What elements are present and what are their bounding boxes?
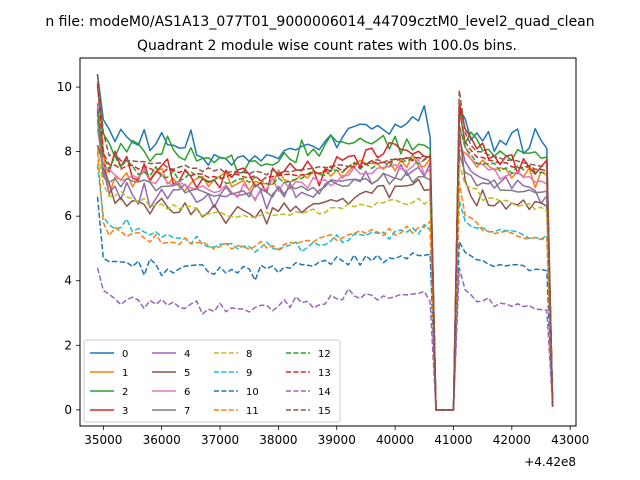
- series-line-8: [96, 148, 554, 411]
- x-axis-offset-label: +4.42e8: [524, 455, 576, 469]
- x-tick-label: 38000: [259, 433, 297, 447]
- y-tick-label: 2: [64, 338, 72, 352]
- legend-label-7: 7: [184, 406, 190, 417]
- legend-label-9: 9: [246, 368, 252, 379]
- x-tick-label: 39000: [318, 433, 356, 447]
- x-tick-label: 43000: [551, 433, 589, 447]
- series-line-14: [96, 267, 554, 411]
- x-tick-label: 42000: [493, 433, 531, 447]
- legend-label-6: 6: [184, 387, 190, 398]
- legend-label-13: 13: [318, 368, 331, 379]
- chart-title: Quadrant 2 module wise count rates with …: [137, 38, 517, 54]
- legend-label-11: 11: [246, 406, 259, 417]
- legend-label-12: 12: [318, 349, 331, 360]
- series-line-11: [96, 151, 554, 411]
- x-tick-label: 37000: [201, 433, 239, 447]
- series-layer: [96, 74, 554, 411]
- legend-label-1: 1: [122, 368, 128, 379]
- legend-box: [83, 339, 341, 423]
- y-tick-label: 4: [64, 274, 72, 288]
- legend-label-8: 8: [246, 349, 252, 360]
- legend-label-2: 2: [122, 387, 128, 398]
- legend-label-4: 4: [184, 349, 190, 360]
- series-line-15: [96, 74, 554, 411]
- y-tick-label: 10: [57, 80, 72, 94]
- y-tick-label: 0: [64, 403, 72, 417]
- series-line-2: [96, 87, 554, 411]
- x-tick-label: 36000: [143, 433, 181, 447]
- legend-label-5: 5: [184, 368, 190, 379]
- series-line-9: [96, 164, 554, 411]
- legend-label-15: 15: [318, 406, 331, 417]
- legend-label-0: 0: [122, 349, 128, 360]
- axes-frame: [79, 57, 577, 427]
- x-tick-label: 35000: [84, 433, 122, 447]
- series-line-0: [96, 74, 554, 411]
- y-tick-label: 6: [64, 209, 72, 223]
- figure-suptitle: n file: modeM0/AS1A13_077T01_9000006014_…: [45, 14, 594, 30]
- legend-label-3: 3: [122, 406, 128, 417]
- x-axis: 35000 36000 37000 38000 39000 40000 41000 42000…: [84, 426, 589, 447]
- x-tick-label: 40000: [376, 433, 414, 447]
- series-line-13: [96, 83, 554, 411]
- series-line-4: [96, 103, 554, 411]
- x-tick-label: 41000: [434, 433, 472, 447]
- y-tick-label: 8: [64, 145, 72, 159]
- legend-label-10: 10: [246, 387, 259, 398]
- y-axis: 0 2 4 6 8 10: [57, 80, 80, 417]
- series-line-5: [96, 109, 554, 411]
- series-line-3: [96, 102, 554, 411]
- legend-label-14: 14: [318, 387, 331, 398]
- plot-area: [79, 57, 577, 427]
- series-line-7: [96, 119, 554, 411]
- series-line-10: [96, 196, 554, 411]
